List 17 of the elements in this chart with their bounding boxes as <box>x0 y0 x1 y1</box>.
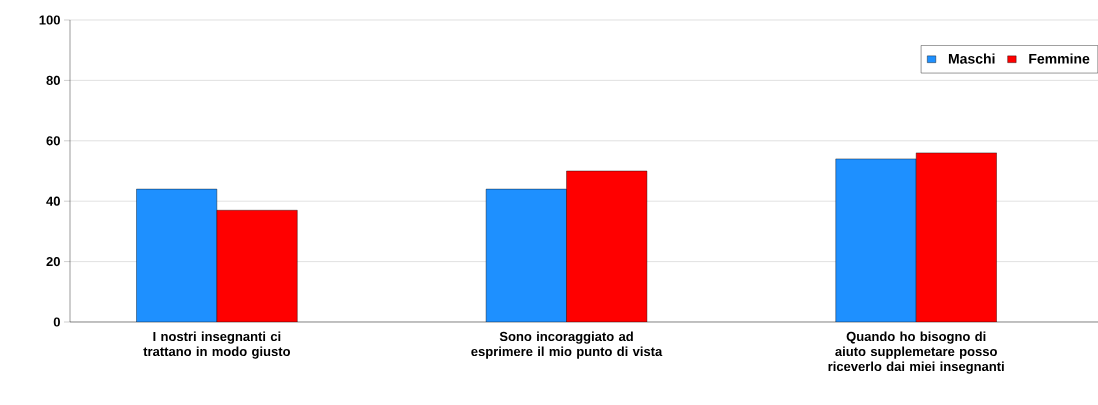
bar <box>216 210 298 322</box>
legend-label: Maschi <box>948 53 995 64</box>
y-tick-label: 20 <box>46 257 60 267</box>
x-tick-label: Quando ho bisogno di aiuto supplemetare posso riceverlo dai miei insegnanti <box>828 331 1004 374</box>
y-tick-label: 40 <box>46 196 60 206</box>
x-tick-label: I nostri insegnanti ci trattano in modo giusto <box>143 331 291 359</box>
x-tick-label: Sono incoraggiato ad esprimere il mio punto di vista <box>471 331 663 359</box>
bar <box>136 189 217 322</box>
y-tick-label: 60 <box>46 136 60 146</box>
legend-label: Femmine <box>1029 53 1090 64</box>
y-tick-label: 0 <box>53 317 60 327</box>
bar <box>915 152 997 322</box>
y-tick-label: 100 <box>39 15 60 25</box>
bar <box>566 171 647 322</box>
bar <box>486 189 567 322</box>
y-tick-label: 80 <box>46 75 60 85</box>
bar <box>835 158 917 322</box>
